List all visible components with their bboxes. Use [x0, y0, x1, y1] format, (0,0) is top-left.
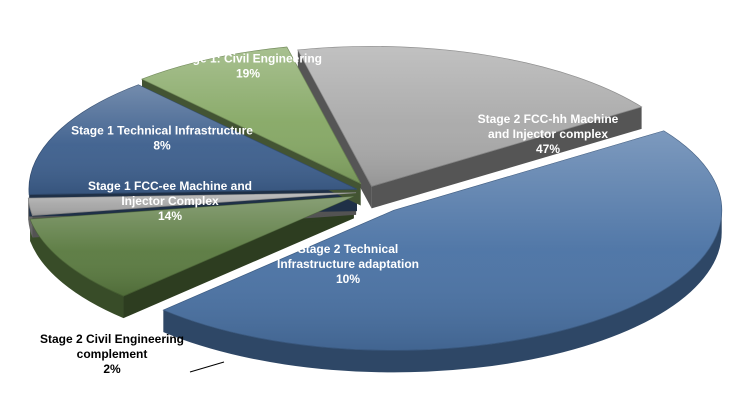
- slice-value-label: 14%: [158, 209, 182, 223]
- slice-radial-wall: [123, 196, 354, 319]
- slice-name-label: Stage 1 FCC-ee Machine and: [88, 179, 252, 193]
- slice-value-label: 19%: [236, 67, 260, 81]
- slice-name-label: complement: [77, 347, 148, 361]
- slice-highlight: [163, 130, 722, 351]
- slice-name-label: Injector Complex: [121, 194, 219, 208]
- slice-highlight: [297, 46, 642, 187]
- slice-outer-wall: [163, 210, 722, 373]
- slice-value-label: 8%: [153, 139, 171, 153]
- slice-label: Stage 1: Civil Engineering 19%: [174, 52, 322, 81]
- slice-value-label: 2%: [103, 362, 121, 376]
- slice-label: Stage 2 Civil Engineering complement 2%: [40, 332, 184, 376]
- slice-label: Stage 1 FCC-ee Machine and Injector Compl…: [88, 179, 252, 223]
- slice-highlight: [28, 192, 357, 216]
- slice-name-label: Stage 2 FCC-hh Machine: [478, 112, 619, 126]
- slice-name-label: and Injector complex: [488, 127, 608, 141]
- slice-tops: [27, 46, 723, 351]
- slice-value-label: 47%: [536, 142, 560, 156]
- slice-highlight: [142, 47, 361, 184]
- slice-value-label: 10%: [336, 272, 360, 286]
- slice-highlight: [28, 84, 357, 195]
- slice-name-label: Stage 2 Technical: [298, 242, 398, 256]
- slice-outer-wall: [30, 219, 124, 319]
- slice-radial-wall: [371, 106, 642, 209]
- slice-name-label: Infrastructure adaptation: [277, 257, 419, 271]
- slice-radial-wall: [297, 49, 372, 209]
- slice-name-label: Stage 2 Civil Engineering: [40, 332, 184, 346]
- slice-highlight: [30, 196, 354, 297]
- slice-name-label: Stage 1 Technical Infrastructure: [71, 124, 253, 138]
- slice-name-label: Stage 1: Civil Engineering: [174, 52, 322, 66]
- slice-label: Stage 1 Technical Infrastructure 8%: [71, 124, 253, 153]
- slice-labels: Stage 1: Civil Engineering 19% Stage 2 FCC…: [40, 52, 619, 377]
- leader-line: [189, 361, 225, 373]
- slice-label: Stage 2 FCC-hh Machine and Injector compl…: [478, 112, 619, 156]
- slice-label: Stage 2 Technical Infrastructure adaptati…: [277, 242, 419, 286]
